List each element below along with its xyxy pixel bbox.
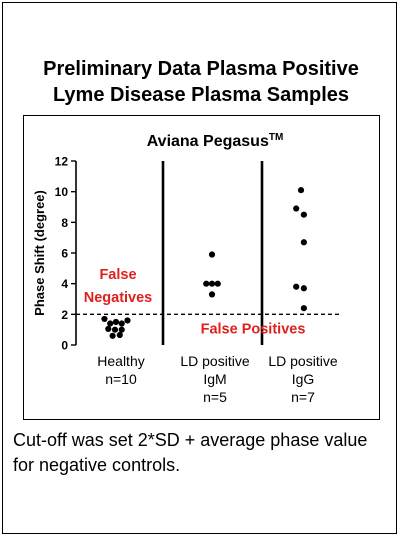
data-point xyxy=(203,280,210,287)
y-tick-label: 8 xyxy=(61,216,68,230)
false-negatives-label: False xyxy=(99,267,136,283)
chart-title-main: Aviana Pegasus xyxy=(147,133,269,150)
y-tick-label: 6 xyxy=(61,247,68,261)
false-positives-label: False Positives xyxy=(201,322,306,338)
category-labels: Healthy n=10 LD positive IgM n=5 LD positive I… xyxy=(97,353,338,405)
annotations: False Negatives False Positives xyxy=(84,267,306,337)
slide-title-line-2: Lyme Disease Plasma Samples xyxy=(52,84,350,106)
data-point xyxy=(208,291,216,298)
data-point xyxy=(118,320,125,327)
chart-box xyxy=(23,115,380,420)
category-label: IgM xyxy=(203,371,226,387)
data-point xyxy=(293,283,300,290)
data-point xyxy=(300,285,307,292)
chart-title: Aviana PegasusTM xyxy=(147,132,284,150)
category-label: IgG xyxy=(292,371,315,387)
data-point xyxy=(101,315,108,323)
data-point xyxy=(300,305,307,312)
y-axis-label: Phase Shift (degree) xyxy=(32,190,47,316)
data-point xyxy=(124,317,131,324)
footnote: Cut-off was set 2*SD + average phase val… xyxy=(13,430,368,475)
data-point xyxy=(208,280,216,287)
false-negatives-label: Negatives xyxy=(84,290,153,306)
data-points xyxy=(101,187,307,339)
data-point xyxy=(300,211,307,218)
data-point xyxy=(107,320,114,327)
category-label: n=5 xyxy=(203,389,227,405)
data-point xyxy=(109,332,116,339)
data-point xyxy=(111,326,119,333)
y-tick-label: 0 xyxy=(61,339,68,353)
y-tick-label: 10 xyxy=(55,185,69,199)
category-label: LD positive xyxy=(268,353,337,369)
data-point xyxy=(112,318,120,326)
data-point xyxy=(208,251,216,258)
y-tick-label: 12 xyxy=(55,155,69,169)
data-point xyxy=(293,205,300,212)
data-point xyxy=(300,239,307,246)
chart-title-superscript: TM xyxy=(269,132,283,143)
slide-frame xyxy=(2,2,397,534)
data-point xyxy=(297,187,305,194)
data-point xyxy=(105,325,112,332)
y-tick-label: 4 xyxy=(61,277,68,291)
y-tick-label: 2 xyxy=(61,308,68,322)
data-point xyxy=(118,326,125,333)
category-label: LD positive xyxy=(180,353,249,369)
data-point xyxy=(214,280,221,287)
data-point xyxy=(116,331,123,339)
y-axis: 0 2 4 6 8 10 12 xyxy=(55,155,77,353)
category-label: n=7 xyxy=(291,389,315,405)
category-label: n=10 xyxy=(105,371,137,387)
slide-title-line-1: Preliminary Data Plasma Positive xyxy=(43,58,359,80)
category-label: Healthy xyxy=(97,353,144,369)
